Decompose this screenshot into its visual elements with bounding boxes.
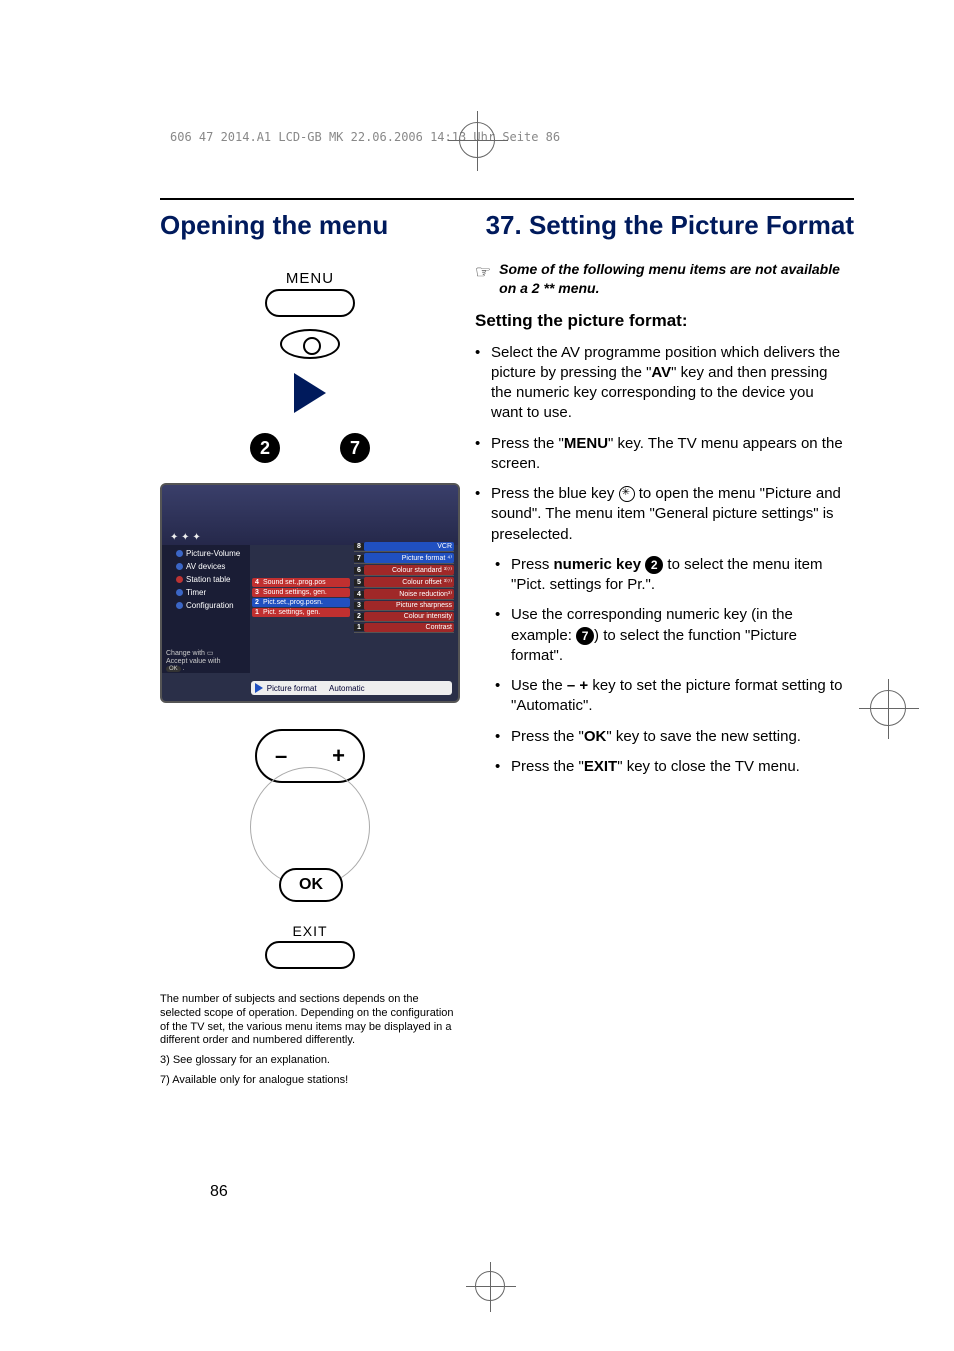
sidebar-item-configuration: Configuration	[162, 599, 250, 612]
cropmark-side	[870, 690, 906, 726]
opt-noise-reduction: 4Noise reduction³⁾	[354, 589, 454, 600]
tv-options-col: 8VCR 7Picture format ⁴⁾ 6Colour standard…	[354, 541, 454, 634]
submenu-sound-gen: 3Sound settings, gen.	[252, 588, 350, 597]
title-opening-menu: Opening the menu	[160, 210, 388, 241]
step-press-menu: Press the "MENU" key. The TV menu appear…	[475, 434, 844, 475]
note-callout: ☞ Some of the following menu items are n…	[475, 260, 844, 298]
numeric-key-7: 7	[340, 433, 370, 463]
menu-key-icon	[265, 289, 355, 317]
tv-status-bar: Picture format Automatic	[251, 681, 452, 695]
footnote-3: 3) See glossary for an explanation.	[160, 1054, 460, 1068]
substep-plus-minus: Use the – + key to set the picture forma…	[495, 676, 844, 717]
play-key-icon	[294, 373, 326, 413]
inline-num-7: 7	[576, 627, 594, 645]
print-mark: 606 47 2014.A1 LCD-GB MK 22.06.2006 14:1…	[170, 130, 560, 144]
footnote-7: 7) Available only for analogue stations!	[160, 1074, 460, 1088]
opt-picture-sharpness: 3Picture sharpness	[354, 601, 454, 611]
status-label: Picture format	[267, 684, 317, 693]
substep-numkey-2: Press numeric key 2 to select the menu i…	[495, 555, 844, 596]
tv-menu-screenshot: ✦ ✦ ✦ TV-Menu Picture-Volume AV devices …	[160, 483, 460, 703]
opt-picture-format: 7Picture format ⁴⁾	[354, 553, 454, 564]
opt-colour-offset: 5Colour offset ³⁾⁷⁾	[354, 577, 454, 588]
play-icon	[255, 683, 263, 693]
tv-submenu-col: 4Sound set.,prog.pos 3Sound settings, ge…	[252, 577, 350, 618]
blue-rosette-icon	[619, 486, 635, 502]
title-section-37: 37. Setting the Picture Format	[486, 210, 854, 241]
sidebar-item-av-devices: AV devices	[162, 560, 250, 573]
footnote-main: The number of subjects and sections depe…	[160, 993, 460, 1048]
stars-row: ✦ ✦ ✦	[170, 532, 201, 543]
top-rule	[160, 198, 854, 200]
footnotes-block: The number of subjects and sections depe…	[160, 993, 460, 1088]
sidebar-item-timer: Timer	[162, 586, 250, 599]
status-value: Automatic	[329, 684, 365, 693]
cropmark-top	[459, 122, 495, 158]
subheading: Setting the picture format:	[475, 310, 844, 333]
opt-colour-intensity: 2Colour intensity	[354, 612, 454, 622]
submenu-pict-progposn: 2Pict.set.,prog.posn.	[252, 598, 350, 607]
step-select-av: Select the AV programme position which d…	[475, 343, 844, 424]
substep-exit: Press the "EXIT" key to close the TV men…	[495, 757, 844, 777]
opt-contrast: 1Contrast	[354, 623, 454, 633]
plus-label: +	[332, 743, 345, 769]
exit-key-icon	[265, 941, 355, 969]
minus-label: –	[275, 743, 287, 769]
page-number: 86	[210, 1183, 228, 1201]
numeric-keys-row: 2 7	[160, 433, 460, 463]
sidebar-item-picture-volume: Picture-Volume	[162, 547, 250, 560]
note-text: Some of the following menu items are not…	[499, 260, 844, 298]
menu-key-label: MENU	[160, 270, 460, 287]
exit-key-label: EXIT	[160, 923, 460, 939]
submenu-sound-progpos: 4Sound set.,prog.pos	[252, 578, 350, 587]
pointing-hand-icon: ☞	[475, 260, 491, 298]
tv-hint-text: Change with ▭ Accept value with OK .	[166, 650, 220, 673]
opt-vcr: 8VCR	[354, 542, 454, 552]
substep-ok: Press the "OK" key to save the new setti…	[495, 727, 844, 747]
step-press-blue: Press the blue key to open the menu "Pic…	[475, 484, 844, 545]
numeric-key-2: 2	[250, 433, 280, 463]
tv-picture-area: ✦ ✦ ✦	[162, 485, 458, 545]
opt-colour-standard: 6Colour standard ³⁾⁷⁾	[354, 565, 454, 576]
inline-num-2: 2	[645, 556, 663, 574]
nav-ring-icon: OK	[250, 767, 370, 887]
substep-numkey-7: Use the corresponding numeric key (in th…	[495, 605, 844, 666]
submenu-pict-gen: 1Pict. settings, gen.	[252, 608, 350, 617]
cropmark-bottom	[475, 1271, 505, 1301]
sidebar-item-station-table: Station table	[162, 573, 250, 586]
eye-key-icon	[280, 329, 340, 359]
ok-key-icon: OK	[279, 868, 343, 902]
